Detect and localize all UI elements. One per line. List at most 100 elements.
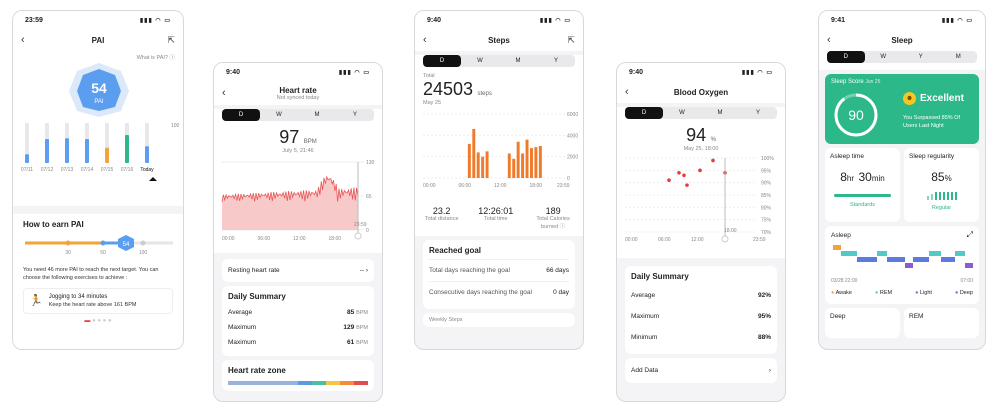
tab-month[interactable]: M — [717, 110, 723, 116]
add-data-button[interactable]: Add Data › — [625, 358, 777, 383]
status-time: 9:41 — [831, 16, 846, 24]
x-tick-label: 18:00 — [530, 183, 543, 189]
bar — [85, 139, 89, 163]
summary-value: 85 — [347, 309, 355, 316]
slider-tick-label: 100 — [139, 250, 148, 255]
tab-month[interactable]: M — [314, 112, 320, 118]
summary-value: 61 — [347, 339, 355, 346]
chevron-right-icon: › — [768, 367, 771, 374]
pai-score-label: PAI — [94, 99, 104, 105]
legend-light: ● Light — [915, 290, 932, 296]
status-time: 9:40 — [427, 16, 442, 24]
x-tick-label: Today — [140, 167, 154, 173]
pai-slider[interactable]: 54 30 50 100 — [23, 235, 175, 256]
slider-thumb[interactable] — [118, 235, 134, 251]
expand-icon[interactable]: ⤢ — [966, 230, 973, 239]
summary-unit: BPM — [356, 310, 368, 316]
y-tick-label: 70% — [761, 230, 772, 236]
asleep-time-card[interactable]: Asleep time 8hr 30min Standards — [825, 148, 900, 222]
bar — [512, 158, 516, 178]
tab-day[interactable]: D — [625, 107, 663, 119]
x-tick-label: 00:00 — [625, 237, 638, 243]
summary-title: Daily Summary — [228, 292, 286, 301]
tab-year[interactable]: Y — [918, 54, 923, 60]
y-tick-label: 100% — [761, 156, 774, 162]
tab-month[interactable]: M — [515, 58, 521, 64]
slider-value: 54 — [123, 242, 130, 248]
status-icons: ▮▮▮ ◠ ▭ — [741, 69, 773, 76]
oxygen-value: 94 — [686, 125, 707, 145]
today-marker — [149, 177, 157, 181]
y-tick-label: 0 — [366, 228, 369, 234]
tab-year[interactable]: Y — [352, 112, 357, 118]
stat-calories: 189 Total Calories burned ⓘ — [533, 206, 573, 230]
stat-label: Total time — [484, 216, 508, 222]
back-icon[interactable]: ‹ — [423, 34, 427, 46]
back-icon[interactable]: ‹ — [21, 34, 25, 46]
sleep-legend: ● Awake ● REM ● Light ● Deep — [831, 290, 973, 296]
share-icon[interactable]: ⇱ — [167, 34, 175, 45]
status-bar: 9:40 ▮▮▮ ◠ ▭ — [214, 63, 382, 81]
status-bar: 9:40 ▮▮▮ ◠ ▭ — [415, 11, 583, 29]
sleep-regularity-card[interactable]: Sleep regularity 85% Regular — [904, 148, 979, 222]
running-icon: 🏃 — [29, 295, 43, 307]
steps-unit: steps — [477, 91, 492, 97]
deep-card[interactable]: Deep — [825, 308, 900, 338]
slider-tick-dot — [65, 240, 71, 246]
tab-month[interactable]: M — [955, 54, 961, 60]
tab-year[interactable]: Y — [755, 110, 760, 116]
pai-bar-chart: 100 07/11 07/12 07/13 07/14 07/15 07/16 Today — [21, 123, 180, 181]
back-icon[interactable]: ‹ — [222, 87, 226, 99]
sleep-score-card: Sleep Score Jun 25 90 ☻ Excellent You Su… — [825, 74, 979, 144]
what-is-pai-link[interactable]: What is PAI? ⓘ — [136, 55, 175, 61]
bar — [25, 154, 29, 163]
zone-bar — [228, 381, 368, 385]
hr-line — [221, 175, 359, 202]
bar — [538, 146, 542, 178]
tab-day[interactable]: D — [222, 109, 260, 121]
header: ‹ PAI ⇱ — [13, 29, 183, 51]
summary-unit: BPM — [356, 340, 368, 346]
status-time: 23:59 — [25, 16, 43, 24]
data-point — [711, 158, 715, 163]
tab-week[interactable]: W — [679, 110, 685, 116]
oxygen-unit: % — [710, 137, 716, 143]
page-title: Blood Oxygen — [673, 87, 729, 97]
exercise-card[interactable]: 🏃 Jogging to 34 minutes Keep the heart r… — [23, 288, 173, 314]
sleep-score-ring: 90 — [834, 93, 878, 137]
weekly-title: Weekly Steps — [429, 317, 463, 323]
share-icon[interactable]: ⇱ — [567, 34, 575, 45]
asleep-value: 8hr 30min — [840, 170, 885, 184]
x-tick-label: 07/15 — [101, 167, 114, 173]
status-time: 9:40 — [226, 68, 241, 76]
tab-day[interactable]: D — [827, 51, 865, 63]
data-point — [677, 171, 681, 175]
slider-tick-dot — [140, 240, 146, 246]
header: ‹ Heart rate Not synced today — [214, 81, 382, 105]
x-tick-label: 23:59 — [557, 183, 570, 189]
pai-badge-core — [77, 69, 121, 111]
x-tick-label: 07/12 — [41, 167, 54, 173]
steps-stats: 23.2 Total distance 12:26:01 Total time 18… — [415, 206, 583, 230]
status-bar: 23:59 ▮▮▮ ◠ ▭ — [13, 11, 183, 29]
heart-unit: BPM — [303, 139, 317, 145]
data-point — [685, 183, 689, 187]
back-icon[interactable]: ‹ — [827, 34, 831, 46]
tab-week[interactable]: W — [477, 58, 483, 64]
x-tick-label: 00:00 — [423, 183, 436, 189]
resting-heart-row[interactable]: Resting heart rate -- › — [222, 259, 374, 282]
back-icon[interactable]: ‹ — [625, 86, 629, 98]
rem-card[interactable]: REM — [904, 308, 979, 338]
tab-week[interactable]: W — [276, 112, 282, 118]
weekly-steps-card[interactable]: Weekly Steps — [423, 313, 575, 327]
tab-year[interactable]: Y — [553, 58, 558, 64]
pagination-dots[interactable]: ▬ ● ● ● ● — [84, 318, 112, 324]
x-tick-label: 00:00 — [222, 236, 235, 242]
tab-week[interactable]: W — [880, 54, 887, 60]
tab-day[interactable]: D — [423, 55, 461, 67]
x-tick-label: 12:00 — [293, 236, 306, 242]
stat-time: 12:26:01 Total time — [478, 206, 513, 230]
summary-title: Daily Summary — [631, 272, 689, 281]
